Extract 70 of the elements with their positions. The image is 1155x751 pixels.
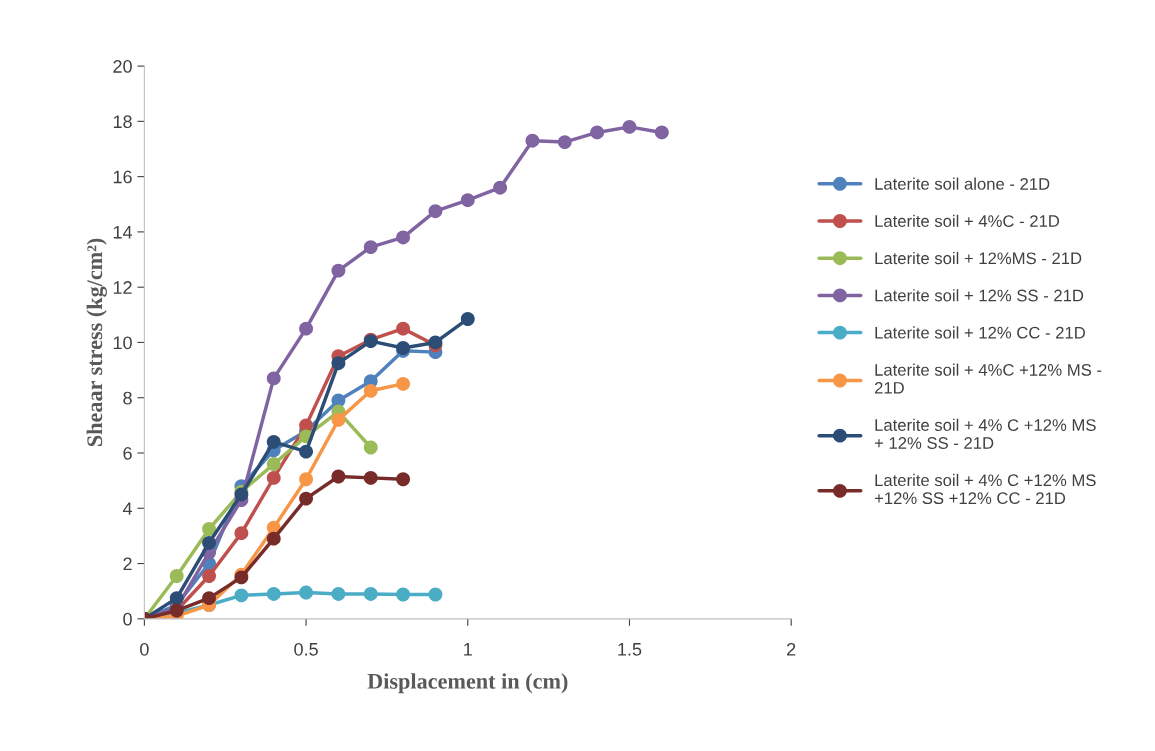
- point: [202, 535, 216, 550]
- x-tick-label: 1: [464, 643, 472, 656]
- point: [331, 469, 346, 484]
- point: [396, 230, 411, 245]
- point: [299, 472, 314, 487]
- point: [363, 470, 378, 485]
- point: [202, 569, 216, 583]
- point: [234, 526, 249, 541]
- y-tick-label: 4: [122, 502, 133, 515]
- point: [266, 587, 281, 601]
- point: [266, 531, 281, 546]
- point: [299, 585, 314, 600]
- x-tick-label: 0: [140, 642, 149, 656]
- point: [622, 119, 637, 134]
- y-tick-label: 12: [113, 281, 132, 294]
- legend-label: Laterite soil + 12% CC - 21D: [875, 326, 1085, 339]
- legend-label: Laterite soil alone - 21D: [875, 177, 1050, 190]
- point: [266, 435, 281, 449]
- y-tick-label: 10: [113, 336, 132, 350]
- legend-label: Laterite soil + 4%C +12% MS - 21D: [874, 363, 1102, 394]
- point: [299, 321, 314, 336]
- y-tick-label: 14: [113, 226, 133, 239]
- point: [169, 591, 184, 606]
- point: [396, 376, 411, 391]
- legend-label: Laterite soil + 12%MS - 21D: [875, 251, 1082, 265]
- point: [396, 587, 411, 602]
- point: [557, 135, 572, 150]
- point: [590, 125, 605, 140]
- y-tick-label: 6: [123, 446, 132, 460]
- point: [428, 587, 443, 602]
- point: [363, 587, 378, 601]
- point: [331, 587, 346, 601]
- point: [525, 133, 540, 148]
- point: [331, 263, 346, 278]
- point: [428, 204, 443, 219]
- point: [331, 356, 346, 371]
- x-tick-label: 2: [787, 642, 796, 656]
- legend-label: Laterite soil + 4%C - 21D: [875, 214, 1060, 227]
- point: [299, 444, 314, 459]
- legend-label: Laterite soil + 4% C +12% MS +12% SS +12% CC - 21D: [874, 473, 1096, 505]
- point: [363, 240, 378, 255]
- x-tick-label: 1.5: [618, 643, 642, 656]
- x-tick-label: 0.5: [294, 642, 318, 656]
- point: [363, 440, 378, 455]
- x-axis-title: Displacement in (cm): [367, 673, 568, 694]
- point: [396, 321, 411, 336]
- point: [234, 588, 249, 603]
- point: [299, 491, 314, 506]
- point: [363, 383, 378, 398]
- y-tick-label: 0: [123, 612, 132, 626]
- point: [266, 470, 281, 485]
- point: [331, 412, 346, 427]
- point: [266, 371, 281, 386]
- point: [460, 312, 475, 326]
- point: [202, 591, 216, 606]
- point: [654, 125, 669, 140]
- y-tick-label: 2: [123, 557, 132, 571]
- y-axis-title: Sheaar stress (kg/cm²): [86, 238, 107, 447]
- point: [266, 457, 281, 471]
- point: [460, 193, 475, 208]
- y-tick-label: 18: [113, 115, 132, 129]
- y-tick-label: 20: [113, 60, 132, 73]
- point: [493, 180, 508, 195]
- point: [396, 472, 411, 487]
- y-tick-label: 16: [113, 170, 132, 184]
- legend-label: Laterite soil + 12% SS - 21D: [875, 289, 1084, 302]
- point: [169, 569, 184, 583]
- y-tick-label: 8: [123, 391, 132, 405]
- point: [202, 522, 216, 536]
- legend-label: Laterite soil + 4% C +12% MS + 12% SS - 21D: [874, 418, 1096, 449]
